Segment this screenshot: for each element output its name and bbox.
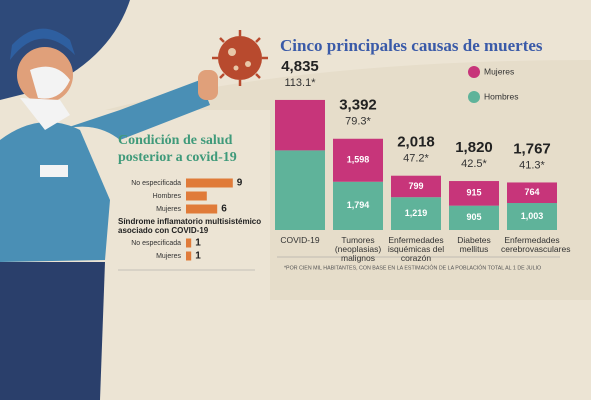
chart-title: Cinco principales causas de muertes <box>280 36 543 55</box>
data-label: 1 <box>195 251 201 262</box>
bar <box>186 178 233 188</box>
y-tick-label: No especificada <box>131 180 181 187</box>
data-label: 1 <box>195 238 201 249</box>
x-tick-label: Enfermedades cerebrovasculares <box>501 235 571 254</box>
rate-label: 79.3* <box>345 116 371 128</box>
legend-swatch <box>468 91 480 103</box>
y-tick-label: No especificada <box>131 240 181 247</box>
bar-segment <box>275 99 325 151</box>
total-label: 4,835 <box>281 58 319 75</box>
bar <box>186 251 192 261</box>
total-label: 3,392 <box>339 97 377 114</box>
x-tick-label: COVID-19 <box>280 235 320 245</box>
y-tick-label: Mujeres <box>156 253 181 260</box>
rate-label: 113.1* <box>285 77 317 89</box>
legend-label: Mujeres <box>484 66 514 76</box>
bar-segment <box>449 181 499 206</box>
data-label: 6 <box>221 204 227 215</box>
bar-segment <box>275 150 325 230</box>
total-label: 1,820 <box>455 139 493 156</box>
data-label: 1,003 <box>521 211 544 221</box>
bar-segment <box>507 203 557 230</box>
footnote: *POR CIEN MIL HABITANTES, CON BASE EN LA… <box>284 264 541 271</box>
x-tick-label: Enfermedades isquémicas del corazón <box>387 235 445 263</box>
virus-icon <box>212 30 268 86</box>
bar-segment <box>449 205 499 230</box>
data-label: 9 <box>237 178 243 189</box>
data-label: 1,794 <box>347 200 370 210</box>
bar-segment <box>391 175 441 198</box>
nurse-illustration <box>0 28 218 400</box>
total-label: 2,018 <box>397 134 435 151</box>
data-label: 799 <box>408 181 423 191</box>
rate-label: 47.2* <box>403 153 429 165</box>
total-label: 1,767 <box>513 140 551 157</box>
bar-segment <box>333 181 383 230</box>
data-label: 1,598 <box>347 155 370 165</box>
x-tick-label: Diabetes mellitus <box>457 235 491 254</box>
section-title: Síndrome inflamatorio multisistémico aso… <box>118 217 262 235</box>
data-label: 764 <box>524 187 539 197</box>
x-tick-label: Tumores (neoplasias) malignos <box>334 235 382 263</box>
bar-segment <box>507 182 557 204</box>
data-label: 915 <box>466 188 481 198</box>
legend-label: Hombres <box>484 91 518 101</box>
bar-segment <box>391 197 441 230</box>
chart-title: Condición de salud posterior a covid-19 <box>118 133 237 165</box>
y-tick-label: Hombres <box>153 193 182 200</box>
y-tick-label: Mujeres <box>156 206 181 213</box>
bar <box>186 191 207 201</box>
bar <box>186 238 192 248</box>
rate-label: 42.5* <box>461 158 487 170</box>
bar-segment <box>333 138 383 182</box>
rate-label: 41.3* <box>519 159 545 171</box>
legend-swatch <box>468 66 480 78</box>
data-label: 905 <box>466 212 481 222</box>
bar <box>186 204 218 214</box>
data-label: 1,219 <box>405 208 428 218</box>
